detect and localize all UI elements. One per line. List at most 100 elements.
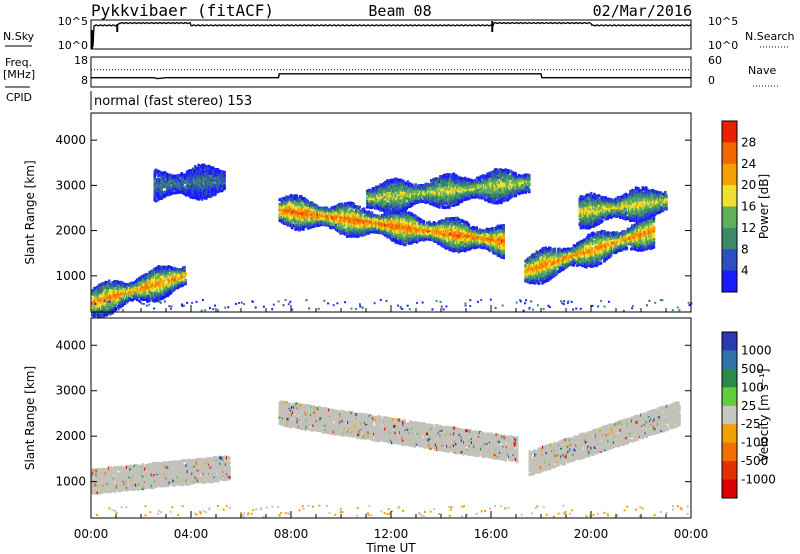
power-cell [416,233,420,237]
power-cell [346,207,349,211]
power-cell [208,173,212,177]
power-cell [396,178,399,182]
power-cell [223,179,226,183]
power-cell [388,191,392,195]
power-cell [312,206,315,209]
power-cell [459,249,463,253]
power-cell [148,295,151,299]
power-cell [395,239,399,243]
power-cell [156,191,160,195]
power-cell [352,203,356,206]
power-cell [299,201,303,205]
power-cell [422,222,426,225]
power-cell [163,179,167,183]
power-cell [449,193,452,196]
power-cell [163,288,166,292]
power-cell [153,192,157,196]
power-cell [278,210,282,214]
power-cell [380,222,384,226]
power-cell [111,288,114,292]
power-cell [362,207,366,211]
nave-tick-low: 0 [708,74,715,87]
power-cell [100,296,103,300]
freq-label-line2: [MHz] [3,68,35,81]
power-cell [188,190,191,194]
power-cell [319,206,322,210]
power-cell [114,282,118,285]
power-cell [450,180,453,184]
power-cell [451,233,455,237]
power-cell [203,170,206,174]
power-cell [286,215,289,219]
power-cell [419,217,422,221]
power-cell [167,193,170,197]
power-cell [302,226,305,230]
power-cell [152,297,156,301]
power-cell [428,225,431,229]
power-cell [192,185,196,189]
power-cell [389,227,393,231]
power-cell [439,199,442,203]
power-cell [302,227,305,231]
power-cell [158,297,162,301]
power-cell [207,185,211,188]
power-cell [123,287,127,291]
power-cell [346,234,349,238]
power-cell [406,223,410,227]
power-cell [408,188,412,192]
power-cell [167,282,171,286]
power-cell [386,219,390,223]
power-cell [301,198,304,202]
power-cell [93,305,96,309]
power-cell [166,267,169,271]
power-cell [449,241,453,245]
power-cell [182,186,186,190]
power-cell [384,201,387,205]
power-cell [500,230,503,233]
power-cell [387,183,390,187]
power-cell [411,183,414,187]
power-cell [223,181,226,185]
power-cell [312,221,315,225]
power-cell [320,211,323,215]
power-cell [194,165,197,168]
power-cell [156,299,159,303]
power-cell [334,223,338,227]
power-cell [358,205,361,209]
power-cell [184,272,187,276]
power-cell [396,179,399,183]
power-cell [301,213,304,217]
power-cell [491,227,494,230]
power-cell [100,288,103,292]
power-cell [361,211,365,215]
power-cell [389,209,393,213]
power-cell [112,281,115,285]
power-cell [286,198,289,202]
power-cell [159,279,163,283]
power-cell [145,277,148,281]
power-cell [370,211,374,215]
power-cell [198,174,202,178]
power-cell [176,274,180,278]
power-cell [474,178,477,182]
power-cell [416,216,420,220]
power-cell [481,235,484,239]
power-cell [338,226,341,230]
power-cell [393,182,396,186]
power-cell [502,227,505,231]
power-cell [373,195,377,199]
power-cell [476,236,480,240]
freq-panel-frame [90,56,692,88]
power-cell [208,181,212,185]
power-cell [156,174,160,178]
power-cell [169,291,173,295]
power-cell [402,232,405,236]
power-cell [472,236,475,240]
power-cell [357,234,360,238]
power-cell [315,210,319,214]
power-cell [406,180,410,184]
power-cell [167,280,171,284]
power-cell [299,227,303,230]
power-cell [384,233,387,237]
power-cell [344,220,348,224]
